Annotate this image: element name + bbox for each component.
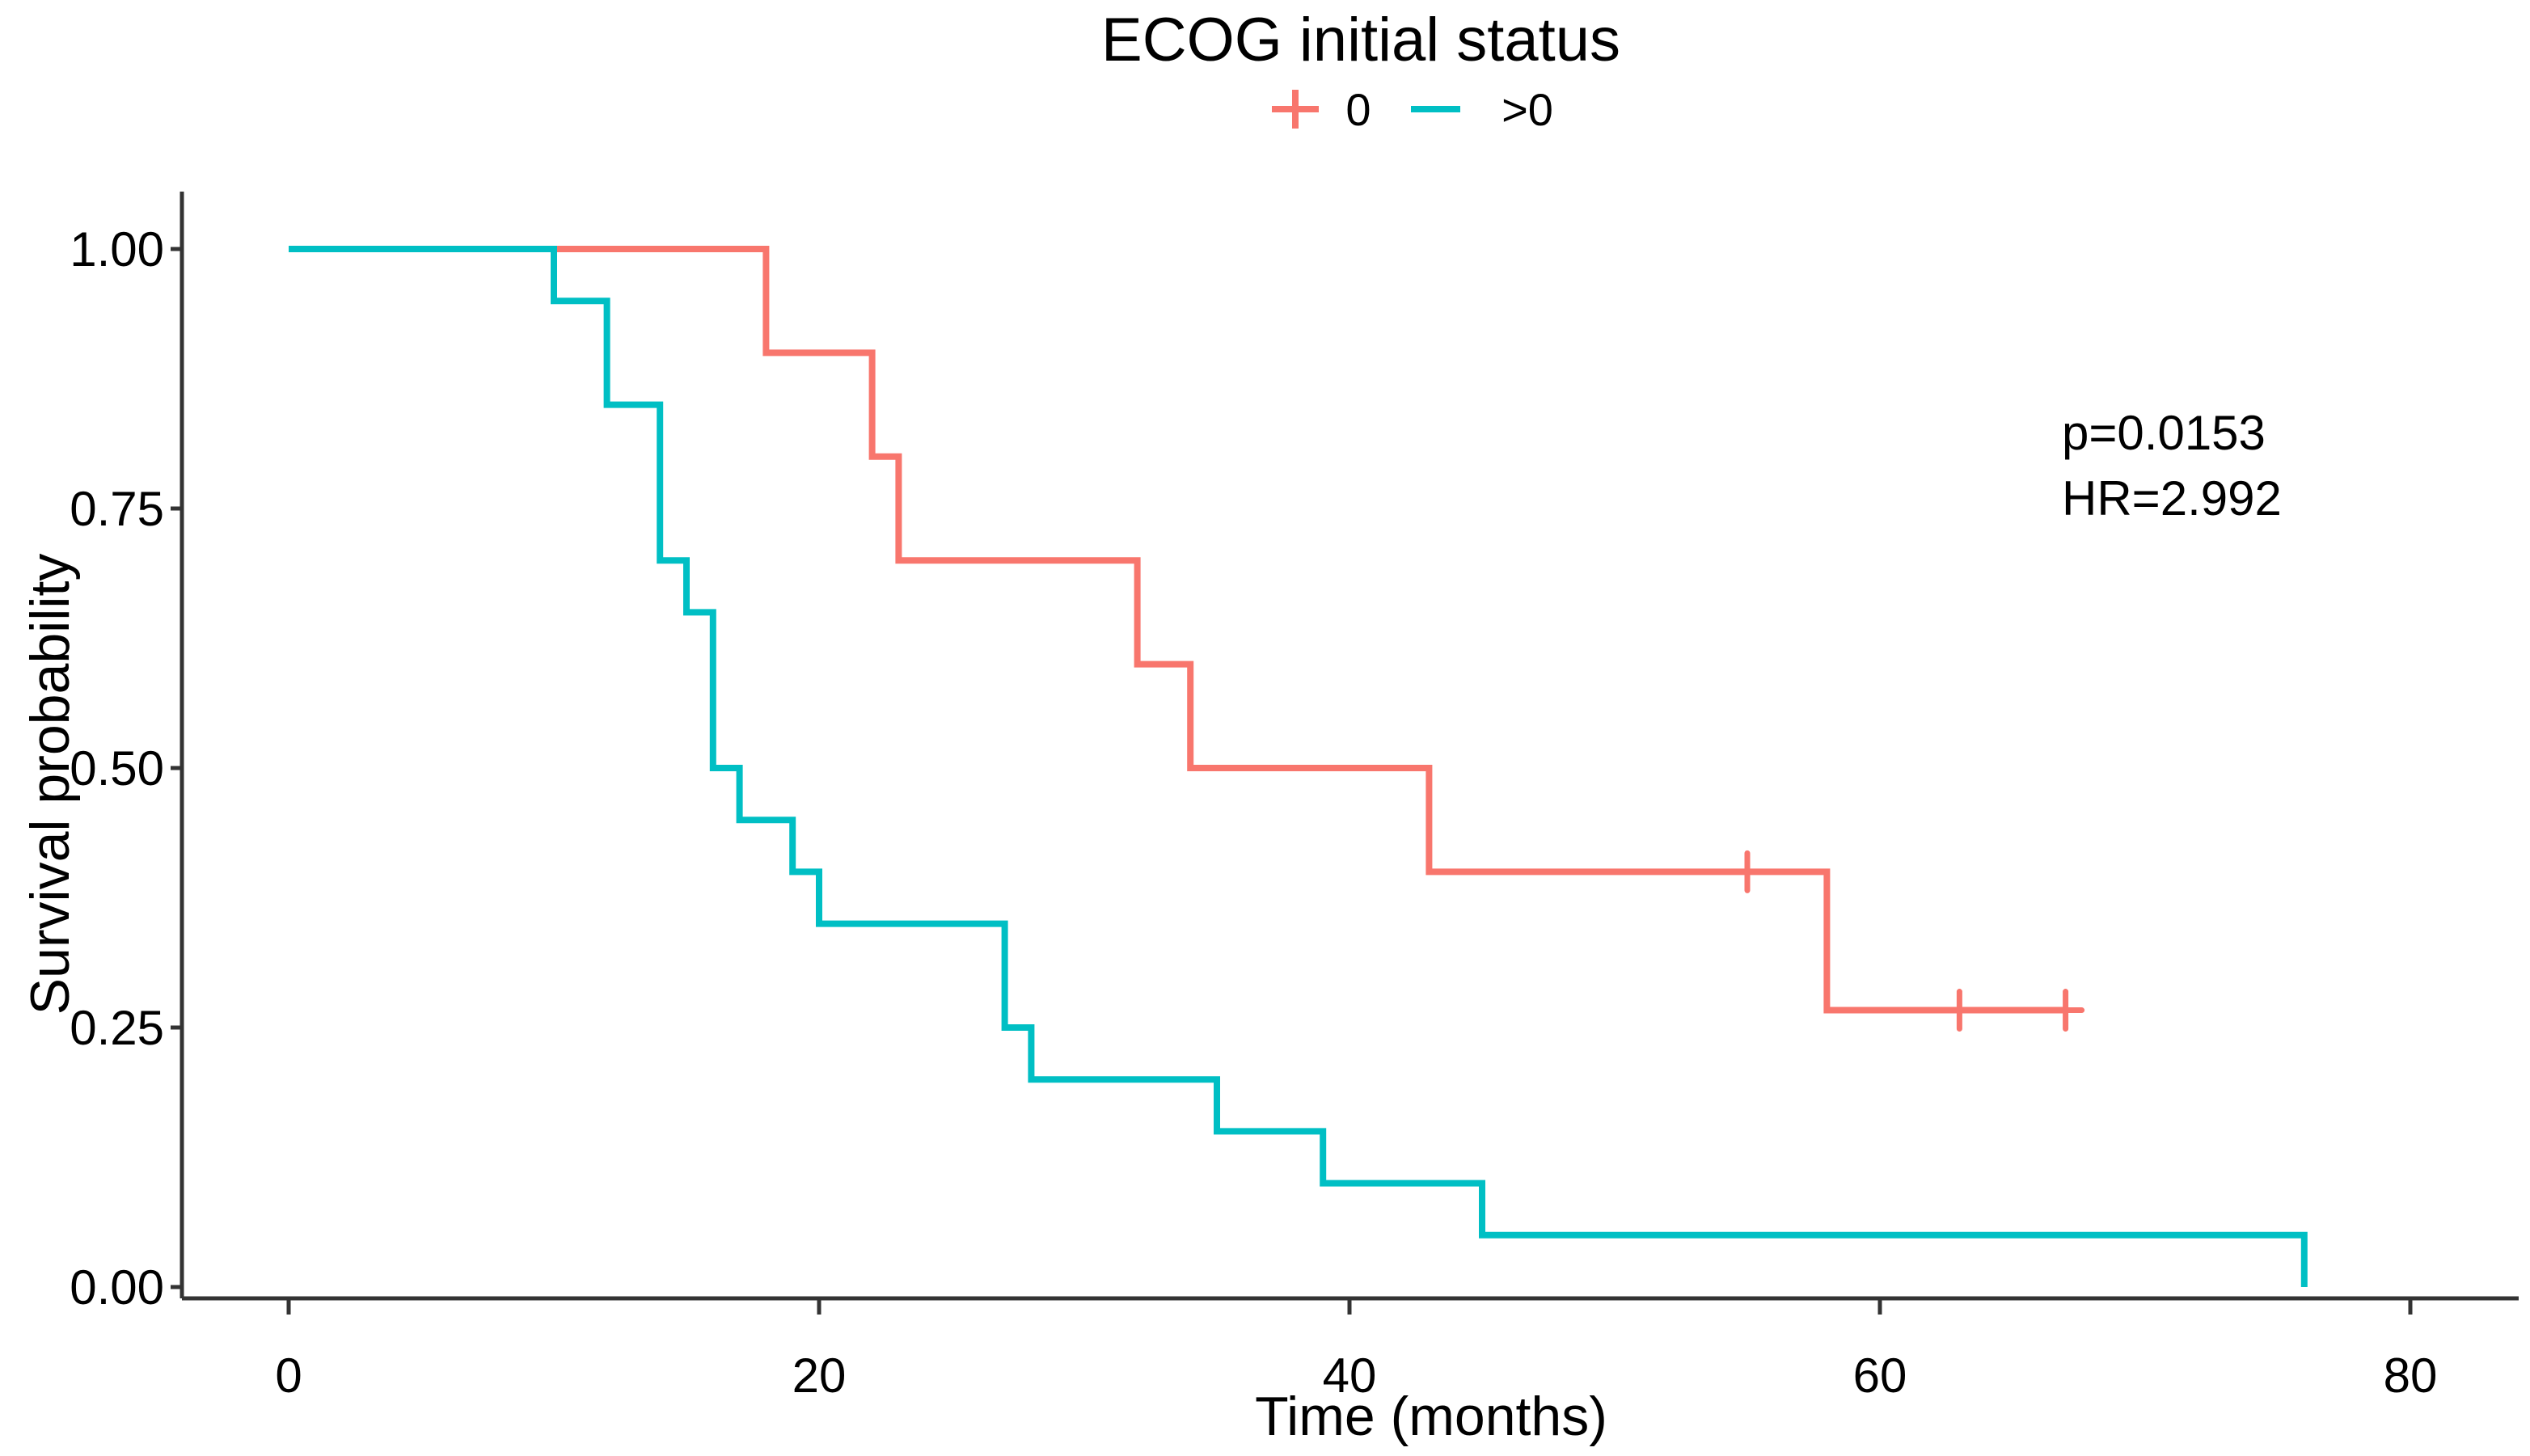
survival-curve-ecog-0 bbox=[289, 246, 2066, 1014]
legend: 0 >0 bbox=[1272, 84, 1553, 135]
y-tick-label-0.50: 0.50 bbox=[70, 741, 164, 796]
p-value-text: p=0.0153 bbox=[2062, 406, 2266, 460]
censor-mark bbox=[2046, 989, 2085, 1032]
x-tick-label-80: 80 bbox=[2384, 1348, 2438, 1403]
x-tick-label-0: 0 bbox=[275, 1348, 302, 1403]
y-ticks: 0.00 0.25 0.50 0.75 1.00 bbox=[70, 222, 182, 1315]
stats-annotation: p=0.0153 HR=2.992 bbox=[2062, 406, 2282, 525]
y-axis-title: Survival probability bbox=[19, 554, 81, 1015]
y-tick-label-1.00: 1.00 bbox=[70, 222, 164, 276]
x-ticks: 0 20 40 60 80 bbox=[275, 1298, 2437, 1403]
x-tick-label-20: 20 bbox=[792, 1348, 847, 1403]
chart-title: ECOG initial status bbox=[1101, 6, 1620, 74]
legend-key-ecog-0 bbox=[1272, 90, 1319, 129]
x-axis-title: Time (months) bbox=[1255, 1386, 1607, 1447]
axes: 0 20 40 60 80 0.00 0.25 0.50 0.75 1.00 bbox=[70, 192, 2519, 1403]
legend-label-ecog-0: 0 bbox=[1345, 84, 1371, 135]
curves bbox=[289, 246, 2308, 1287]
y-tick-label-0.75: 0.75 bbox=[70, 482, 164, 536]
survival-curve-ecog-gt0 bbox=[289, 246, 2308, 1287]
censor-mark bbox=[1728, 850, 1767, 893]
y-tick-label-0.00: 0.00 bbox=[70, 1260, 164, 1315]
x-tick-label-40: 40 bbox=[1323, 1348, 1377, 1403]
y-tick-label-0.25: 0.25 bbox=[70, 1001, 164, 1055]
legend-label-ecog-gt0: >0 bbox=[1502, 84, 1553, 135]
censor-mark bbox=[1940, 989, 1979, 1032]
hazard-ratio-text: HR=2.992 bbox=[2062, 471, 2282, 525]
x-tick-label-60: 60 bbox=[1853, 1348, 1907, 1403]
